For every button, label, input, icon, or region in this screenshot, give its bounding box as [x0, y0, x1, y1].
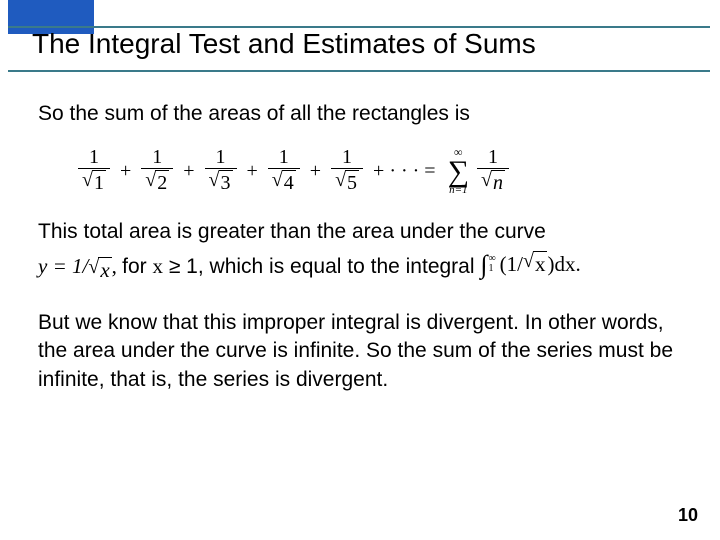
- plus-icon: +: [306, 158, 325, 185]
- inline-y-equals: y = 1/√x,: [38, 254, 122, 278]
- paragraph-2: This total area is greater than the area…: [38, 218, 682, 283]
- inline-integral: ∫∞1(1/√x) dx.: [480, 247, 580, 282]
- x-var: x: [152, 254, 163, 278]
- plus-icon: +: [243, 158, 262, 185]
- term-3: 1 √3: [205, 147, 237, 195]
- sigma-icon: ∞ ∑ n=1: [448, 146, 469, 196]
- term-5: 1 √5: [331, 147, 363, 195]
- slide-header: The Integral Test and Estimates of Sums: [0, 0, 720, 80]
- plus-icon: +: [179, 158, 198, 185]
- p2-line1: This total area is greater than the area…: [38, 220, 546, 243]
- slide-title: The Integral Test and Estimates of Sums: [32, 28, 536, 60]
- paragraph-3: But we know that this improper integral …: [38, 309, 682, 394]
- page-number: 10: [678, 505, 698, 526]
- term-4: 1 √4: [268, 147, 300, 195]
- main-equation: 1 √1 + 1 √2 + 1 √3 + 1 √4 + 1 √5 + · · ·…: [78, 146, 682, 196]
- paragraph-1: So the sum of the areas of all the recta…: [38, 100, 682, 128]
- dots-equals: + · · · =: [369, 158, 440, 185]
- p2-mid-b: ≥ 1, which is equal to the integral: [163, 255, 480, 278]
- term-1: 1 √1: [78, 147, 110, 195]
- plus-icon: +: [116, 158, 135, 185]
- slide-body: So the sum of the areas of all the recta…: [0, 80, 720, 394]
- sigma-term: 1 √n: [477, 147, 509, 195]
- p2-mid-a: for: [122, 255, 152, 278]
- header-rule-bottom: [8, 70, 710, 72]
- term-2: 1 √2: [141, 147, 173, 195]
